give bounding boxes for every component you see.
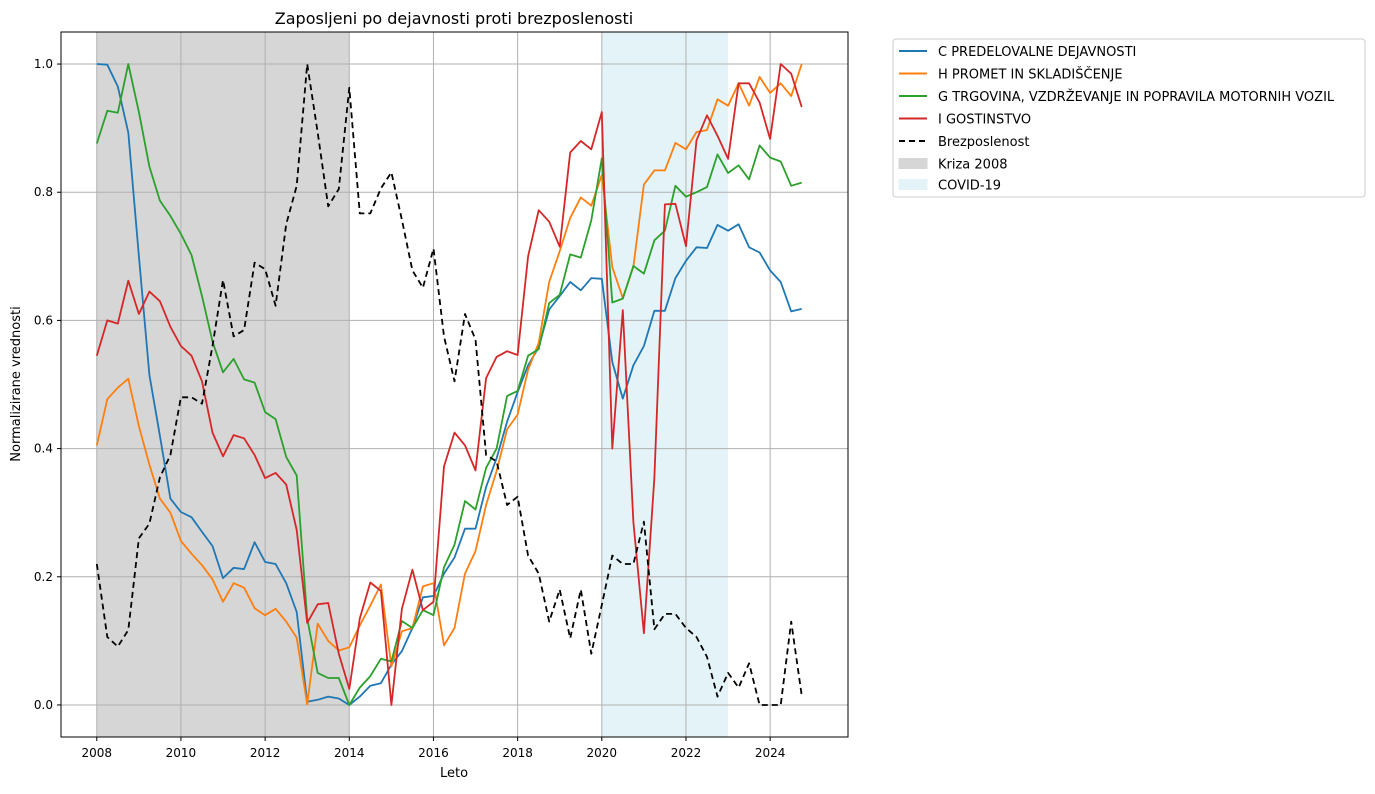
shaded-region-0: [96, 32, 350, 737]
y-axis: 0.0 0.2 0.4 0.6 0.8 1.0: [34, 57, 61, 712]
shaded-regions: [96, 32, 729, 737]
series-line-3: [95, 63, 803, 706]
y-tick-label: 0.6: [34, 313, 53, 327]
legend-label-4: Brezposlenost: [938, 135, 1029, 150]
legend: C PREDELOVALNE DEJAVNOSTI H PROMET IN SKL…: [892, 38, 1366, 198]
x-tick-label: 2008: [81, 746, 112, 760]
legend-label-3: I GOSTINSTVO: [938, 113, 1031, 128]
series-line-2: [95, 63, 802, 706]
legend-label-1: H PROMET IN SKLADIŠČENJE: [938, 67, 1123, 83]
x-tick-label: 2018: [502, 746, 533, 760]
series-line-0: [96, 63, 802, 706]
x-tick-label: 2012: [250, 746, 281, 760]
chart-title: Zaposljeni po dejavnosti proti brezposle…: [275, 9, 633, 28]
series-line-1: [95, 63, 803, 706]
series-line-4: [95, 63, 803, 706]
y-tick-label: 0.8: [34, 185, 53, 199]
y-tick-label: 0.0: [34, 698, 53, 712]
legend-swatch-region-0: [898, 158, 928, 169]
legend-frame: [892, 38, 1366, 198]
legend-label-region-0: Kriza 2008: [938, 158, 1008, 173]
legend-label-0: C PREDELOVALNE DEJAVNOSTI: [938, 45, 1136, 60]
y-axis-label: Normalizirane vrednosti: [9, 306, 24, 461]
x-tick-label: 2010: [166, 746, 197, 760]
shaded-region-1: [601, 32, 729, 737]
x-axis: 2008 2010 2012 2014 2016 2018 2020 2022 2024: [81, 737, 785, 760]
grid: [61, 32, 848, 737]
x-tick-label: 2020: [587, 746, 618, 760]
y-tick-label: 1.0: [34, 57, 53, 71]
y-tick-label: 0.4: [34, 442, 53, 456]
x-axis-label: Leto: [440, 766, 468, 781]
x-tick-label: 2022: [671, 746, 702, 760]
x-tick-label: 2024: [755, 746, 786, 760]
legend-swatch-region-1: [898, 179, 928, 190]
axes-frame: [60, 31, 849, 738]
x-tick-label: 2014: [334, 746, 365, 760]
legend-label-region-1: COVID-19: [938, 179, 1001, 194]
legend-label-2: G TRGOVINA, VZDRŽEVANJE IN POPRAVILA MOT…: [938, 89, 1335, 105]
series-lines: [95, 63, 803, 706]
y-tick-label: 0.2: [34, 570, 53, 584]
x-tick-label: 2016: [418, 746, 449, 760]
